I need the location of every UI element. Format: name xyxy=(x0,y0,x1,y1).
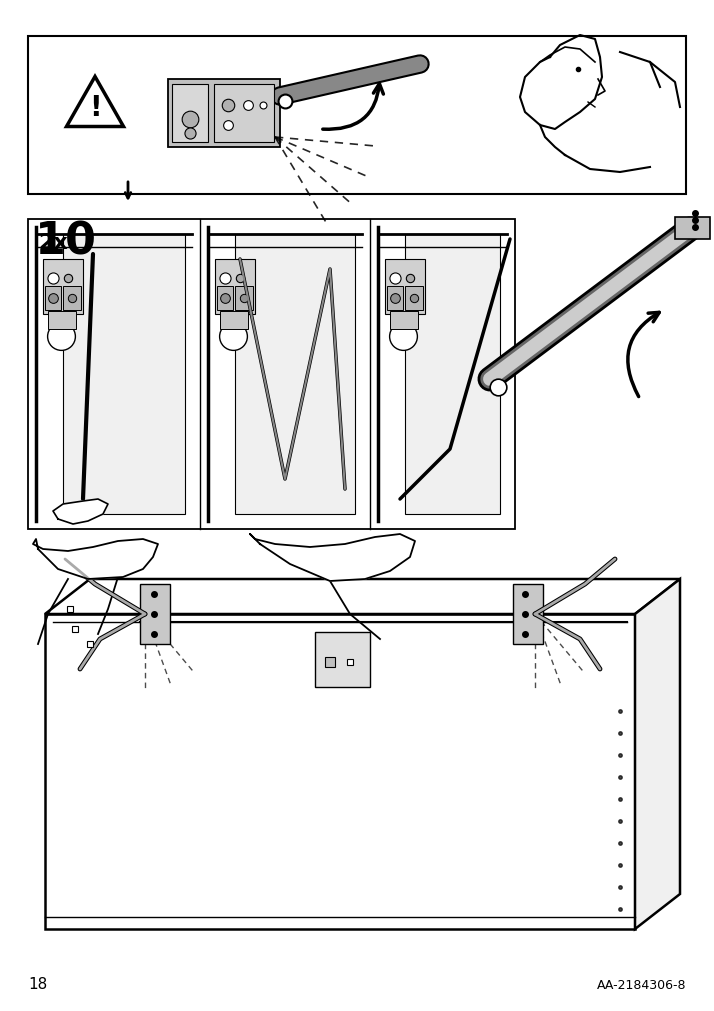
Bar xyxy=(235,287,253,310)
Bar xyxy=(28,37,686,195)
Bar xyxy=(217,287,233,310)
Bar xyxy=(235,235,355,515)
Bar xyxy=(387,287,403,310)
Bar xyxy=(43,260,83,314)
Bar xyxy=(45,615,635,929)
Text: 18: 18 xyxy=(28,976,47,991)
Bar xyxy=(48,311,76,330)
Bar xyxy=(28,219,515,530)
Bar xyxy=(214,85,274,143)
Bar xyxy=(675,217,710,240)
Bar xyxy=(513,584,543,644)
FancyArrowPatch shape xyxy=(628,313,659,397)
Bar xyxy=(63,235,185,515)
Bar xyxy=(63,287,81,310)
Bar xyxy=(405,235,500,515)
Bar xyxy=(315,632,370,687)
Bar xyxy=(168,80,280,148)
Bar xyxy=(390,311,418,330)
Bar xyxy=(215,260,255,314)
Polygon shape xyxy=(45,579,680,615)
Bar xyxy=(220,311,248,330)
Polygon shape xyxy=(66,78,124,127)
Bar xyxy=(385,260,425,314)
Bar xyxy=(140,584,170,644)
Text: !: ! xyxy=(89,93,101,121)
Bar xyxy=(172,85,208,143)
Polygon shape xyxy=(635,579,680,929)
Bar xyxy=(405,287,423,310)
Text: 2x: 2x xyxy=(38,233,68,253)
Polygon shape xyxy=(33,540,158,579)
FancyArrowPatch shape xyxy=(323,85,383,130)
Bar xyxy=(45,287,61,310)
Polygon shape xyxy=(250,535,415,581)
Text: AA-2184306-8: AA-2184306-8 xyxy=(596,978,686,991)
Polygon shape xyxy=(53,499,108,525)
Text: 10: 10 xyxy=(35,219,97,263)
